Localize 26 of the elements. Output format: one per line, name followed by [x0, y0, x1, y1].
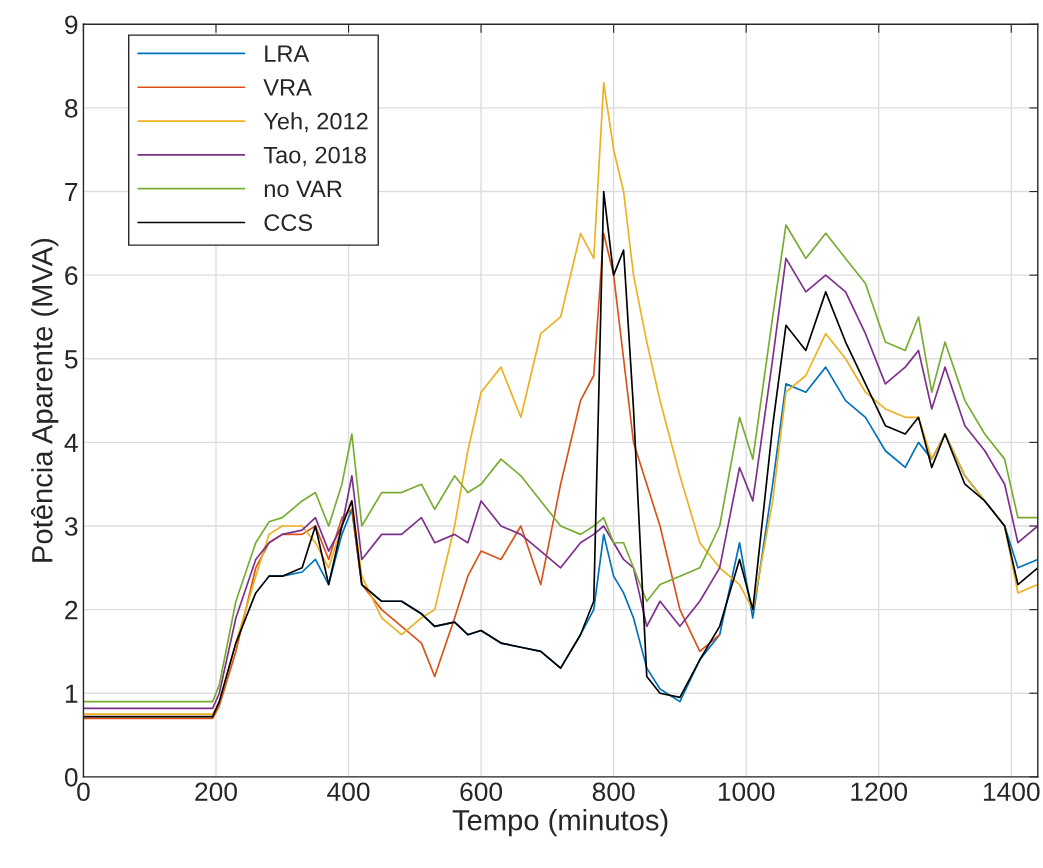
x-axis-title: Tempo (minutos) — [452, 809, 668, 837]
y-tick-label: 0 — [64, 767, 78, 787]
legend-label: no VAR — [264, 180, 342, 198]
legend-label: CCS — [264, 214, 313, 232]
y-axis-title: Potência Aparente (MVA) — [31, 238, 59, 562]
y-tick-label: 6 — [65, 266, 78, 285]
y-tick-label: 4 — [64, 433, 78, 452]
line-series — [83, 232, 721, 720]
y-tick-label: 7 — [65, 182, 78, 202]
x-tick-label: 200 — [195, 782, 237, 802]
x-tick-label: 400 — [327, 782, 370, 802]
x-tick-label: 1400 — [983, 782, 1040, 802]
x-tick-label: 1000 — [718, 782, 775, 802]
legend-label: VRA — [263, 79, 312, 96]
legend-label: LRA — [265, 45, 310, 62]
y-tick-label: 3 — [64, 517, 78, 536]
x-tick-label: 800 — [592, 782, 635, 802]
y-tick-label: 9 — [65, 15, 78, 35]
y-tick-label: 8 — [65, 99, 78, 118]
y-tick-label: 1 — [65, 684, 78, 703]
y-tick-label: 2 — [65, 600, 78, 620]
y-tick-label: 5 — [64, 350, 78, 369]
legend-label: Yeh, 2012 — [263, 112, 368, 133]
x-tick-label: 600 — [460, 782, 503, 802]
x-tick-label: 1200 — [851, 782, 908, 802]
legend-label: Tao, 2018 — [263, 146, 366, 167]
